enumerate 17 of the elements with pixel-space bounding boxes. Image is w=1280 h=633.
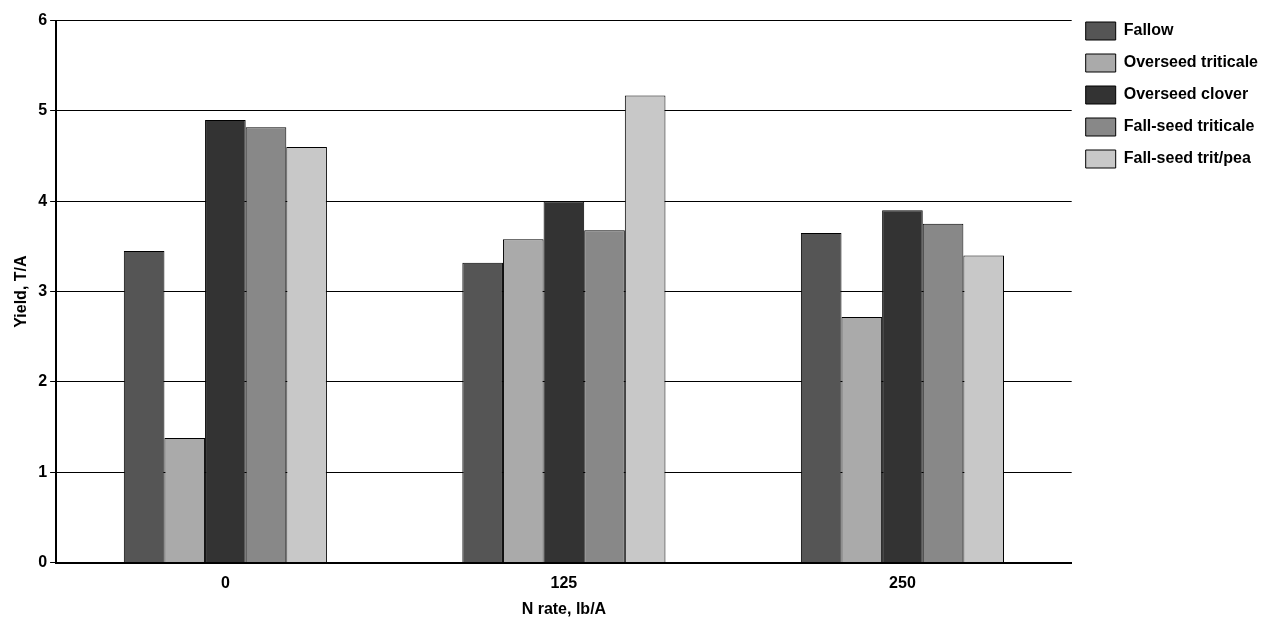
y-tick-label: 1: [38, 462, 48, 480]
y-axis-title: Yield, T/A: [12, 255, 30, 328]
x-axis-title: N rate, lb/A: [521, 599, 607, 617]
legend-label: Overseed triticale: [1123, 53, 1259, 71]
legend-label: Overseed clover: [1123, 85, 1249, 103]
y-tick-label: 5: [38, 101, 48, 119]
x-tick-label: 125: [550, 573, 578, 591]
x-tick-label: 0: [220, 573, 230, 591]
legend-label: Fall-seed trit/pea: [1123, 149, 1251, 167]
x-tick-label: 250: [889, 573, 916, 591]
y-tick-label: 6: [38, 11, 48, 29]
y-tick-label: 2: [38, 372, 48, 390]
legend-label: Fall-seed triticale: [1123, 117, 1255, 135]
y-tick-label: 3: [38, 282, 48, 300]
legend-label: Fallow: [1123, 21, 1175, 39]
y-tick-label: 4: [38, 191, 48, 209]
y-tick-label: 0: [38, 553, 48, 571]
